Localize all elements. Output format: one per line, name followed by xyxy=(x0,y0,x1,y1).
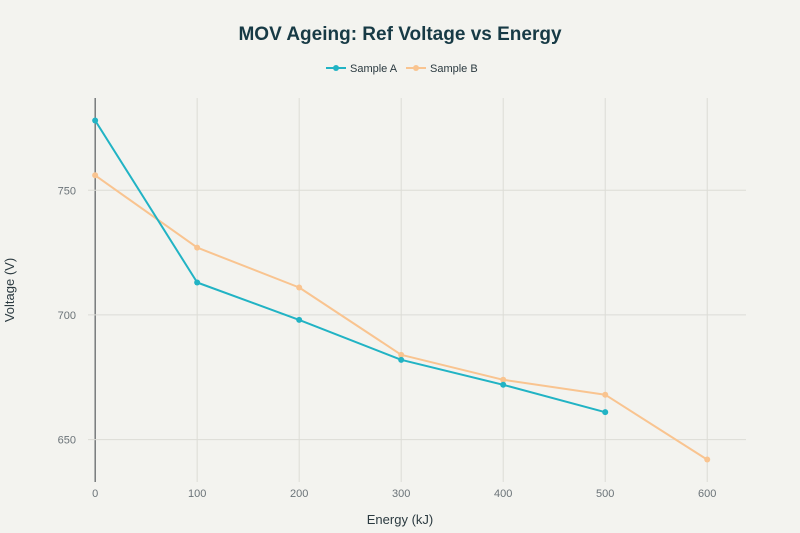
data-point xyxy=(500,381,507,388)
chart-title: MOV Ageing: Ref Voltage vs Energy xyxy=(238,24,561,45)
series-line xyxy=(94,119,606,414)
x-tick-label: 600 xyxy=(698,488,716,500)
tick-labels: 0 100 200 300 400 500 600 650 700 750 xyxy=(58,185,717,500)
x-tick-label: 300 xyxy=(392,488,410,500)
legend: Sample A Sample B xyxy=(326,63,478,75)
legend-label: Sample A xyxy=(350,63,398,75)
grid-lines xyxy=(88,98,746,482)
data-point xyxy=(602,409,609,416)
x-tick-label: 100 xyxy=(188,488,206,500)
x-tick-label: 0 xyxy=(92,488,98,500)
data-point xyxy=(602,391,609,398)
data-point xyxy=(500,376,507,383)
data-point xyxy=(398,356,405,363)
y-tick-label: 650 xyxy=(58,435,76,447)
y-tick-label: 700 xyxy=(58,310,76,322)
y-tick-label: 750 xyxy=(58,185,76,197)
legend-marker xyxy=(413,65,419,71)
legend-label: Sample B xyxy=(430,63,478,75)
data-point xyxy=(296,284,303,291)
y-axis-label: Voltage (V) xyxy=(2,258,17,322)
data-point xyxy=(194,279,201,286)
x-tick-label: 400 xyxy=(494,488,512,500)
data-point xyxy=(92,117,99,124)
x-axis-label: Energy (kJ) xyxy=(367,512,433,527)
data-point xyxy=(704,456,711,463)
data-point xyxy=(92,172,99,179)
data-point xyxy=(398,351,405,358)
x-tick-label: 200 xyxy=(290,488,308,500)
data-point xyxy=(296,316,303,323)
series-group xyxy=(92,117,711,463)
data-point xyxy=(194,244,201,251)
legend-marker xyxy=(333,65,339,71)
x-tick-label: 500 xyxy=(596,488,614,500)
